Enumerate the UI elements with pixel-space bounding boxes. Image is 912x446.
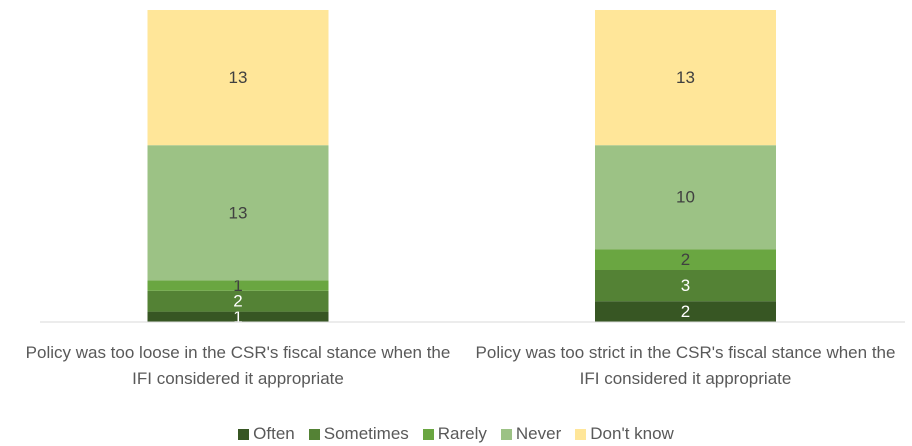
- bar-segment: [147, 311, 329, 322]
- data-label: 10: [676, 188, 695, 207]
- legend-swatch: [422, 428, 434, 440]
- legend-swatch: [500, 428, 512, 440]
- bar-segment: [147, 290, 329, 312]
- legend-swatch: [575, 428, 587, 440]
- legend-item: Don't know: [575, 424, 674, 444]
- bar-segment: [595, 270, 776, 302]
- bar-segment: [595, 249, 776, 270]
- data-label: 1: [233, 276, 242, 295]
- data-label: 13: [229, 68, 248, 87]
- legend-label: Sometimes: [323, 424, 409, 443]
- legend-item: Often: [238, 424, 295, 444]
- legend: Often Sometimes Rarely Never Don't know: [0, 424, 912, 444]
- bar-segment: [595, 10, 776, 146]
- data-label: 1: [233, 307, 242, 326]
- bar-segment: [595, 301, 776, 322]
- legend-label: Rarely: [437, 424, 487, 443]
- legend-swatch: [308, 428, 320, 440]
- legend-item: Rarely: [422, 424, 487, 444]
- legend-swatch: [238, 428, 250, 440]
- legend-item: Never: [500, 424, 562, 444]
- data-label: 2: [233, 292, 242, 311]
- data-label: 2: [681, 250, 690, 269]
- x-tick-label: Policy was too strict in the CSR's fisca…: [475, 343, 896, 388]
- bar-segment: [147, 280, 329, 291]
- data-label: 13: [229, 203, 248, 222]
- legend-label: Don't know: [590, 424, 674, 443]
- data-label: 2: [681, 302, 690, 321]
- data-label: 13: [676, 68, 695, 87]
- legend-label: Never: [515, 424, 562, 443]
- legend-label: Often: [253, 424, 295, 443]
- bar-segment: [147, 10, 329, 146]
- bar-segment: [595, 145, 776, 250]
- x-tick-label: Policy was too loose in the CSR's fiscal…: [25, 343, 451, 388]
- bar-segment: [147, 145, 329, 281]
- legend-item: Sometimes: [308, 424, 409, 444]
- data-label: 3: [681, 276, 690, 295]
